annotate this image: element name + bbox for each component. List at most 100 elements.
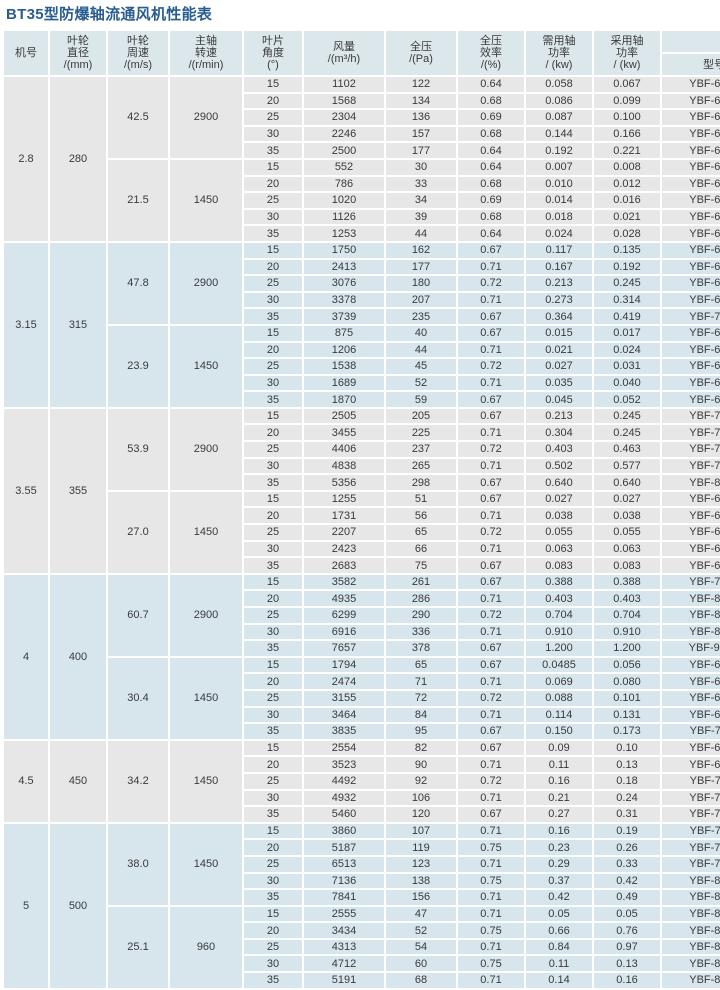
cell-blade-angle: 30 [244,790,302,806]
cell-total-pressure: 82 [386,740,456,756]
cell-flow-rate: 1689 [304,375,384,391]
cell-blade-angle: 15 [244,906,302,922]
cell-efficiency: 0.68 [458,209,524,225]
cell-blade-angle: 25 [244,773,302,789]
cell-blade-angle: 35 [244,641,302,656]
cell-required-power: 0.05 [526,906,592,922]
cell-flow-rate: 2500 [304,143,384,158]
header-line: (°) [267,59,279,71]
cell-motor-model: YBF-6322 [662,259,720,275]
cell-used-power: 0.13 [594,956,660,972]
cell-total-pressure: 30 [386,159,456,175]
cell-required-power: 0.087 [526,110,592,125]
cell-used-power: 0.135 [594,242,660,258]
cell-efficiency: 0.67 [458,491,524,507]
cell-blade-angle: 25 [244,690,302,706]
cell-blade-angle: 20 [244,259,302,275]
cell-required-power: 0.21 [526,790,592,806]
header-efficiency: 全压 效率 /(%) [458,31,524,75]
cell-total-pressure: 54 [386,939,456,955]
cell-efficiency: 0.68 [458,126,524,142]
cell-flow-rate: 2423 [304,541,384,557]
cell-blade-angle: 25 [244,442,302,457]
cell-used-power: 0.704 [594,608,660,623]
cell-efficiency: 0.75 [458,840,524,855]
cell-flow-rate: 5460 [304,807,384,822]
cell-used-power: 0.012 [594,176,660,192]
cell-blade-angle: 35 [244,973,302,988]
cell-flow-rate: 5191 [304,973,384,988]
header-blade-angle: 叶片 角度 (°) [244,31,302,75]
cell-efficiency: 0.69 [458,193,524,208]
cell-efficiency: 0.71 [458,624,524,640]
cell-total-pressure: 59 [386,392,456,407]
cell-efficiency: 0.72 [458,442,524,457]
cell-efficiency: 0.72 [458,525,524,540]
cell-blade-angle: 15 [244,740,302,756]
cell-flow-rate: 4932 [304,790,384,806]
cell-required-power: 0.304 [526,425,592,441]
cell-motor-model: YBF-7132 [662,458,720,474]
cell-total-pressure: 84 [386,707,456,723]
cell-tip-speed: 30.4 [108,657,168,739]
cell-total-pressure: 44 [386,226,456,241]
cell-used-power: 0.18 [594,773,660,789]
cell-flow-rate: 1731 [304,508,384,524]
cell-flow-rate: 5187 [304,840,384,855]
cell-blade-angle: 35 [244,724,302,739]
cell-required-power: 0.024 [526,226,592,241]
cell-required-power: 0.0485 [526,657,592,673]
cell-efficiency: 0.71 [458,823,524,839]
cell-required-power: 0.192 [526,143,592,158]
cell-motor-model: YBF-8022 [662,591,720,606]
cell-flow-rate: 4838 [304,458,384,474]
cell-efficiency: 0.67 [458,724,524,739]
cell-total-pressure: 378 [386,641,456,656]
cell-total-pressure: 90 [386,757,456,772]
cell-required-power: 0.640 [526,475,592,490]
header-line: 直径 [67,47,89,59]
cell-flow-rate: 5356 [304,475,384,490]
cell-motor-model: YBF-6314 [662,558,720,573]
cell-required-power: 0.11 [526,956,592,972]
cell-blade-angle: 35 [244,226,302,241]
header-line: 效率 [480,47,502,59]
cell-tip-speed: 27.0 [108,491,168,573]
cell-used-power: 0.76 [594,923,660,938]
cell-blade-angle: 35 [244,143,302,158]
cell-required-power: 0.117 [526,242,592,258]
cell-used-power: 0.017 [594,325,660,341]
cell-used-power: 0.24 [594,790,660,806]
cell-required-power: 0.144 [526,126,592,142]
header-flow-rate: 风量 /(m³/h) [304,31,384,75]
header-line: 角度 [262,47,284,59]
cell-motor-model: YBF-8026 [662,973,720,988]
cell-flow-rate: 2207 [304,525,384,540]
cell-flow-rate: 1538 [304,359,384,374]
cell-motor-model: YBF-7124 [662,807,720,822]
cell-required-power: 0.09 [526,740,592,756]
cell-total-pressure: 162 [386,242,456,258]
cell-total-pressure: 72 [386,690,456,706]
cell-required-power: 0.086 [526,93,592,109]
cell-required-power: 0.021 [526,342,592,358]
cell-used-power: 0.910 [594,624,660,640]
cell-total-pressure: 265 [386,458,456,474]
cell-total-pressure: 237 [386,442,456,457]
cell-blade-angle: 20 [244,757,302,772]
cell-total-pressure: 34 [386,193,456,208]
cell-blade-angle: 30 [244,707,302,723]
cell-used-power: 1.200 [594,641,660,656]
cell-flow-rate: 4406 [304,442,384,457]
cell-total-pressure: 51 [386,491,456,507]
